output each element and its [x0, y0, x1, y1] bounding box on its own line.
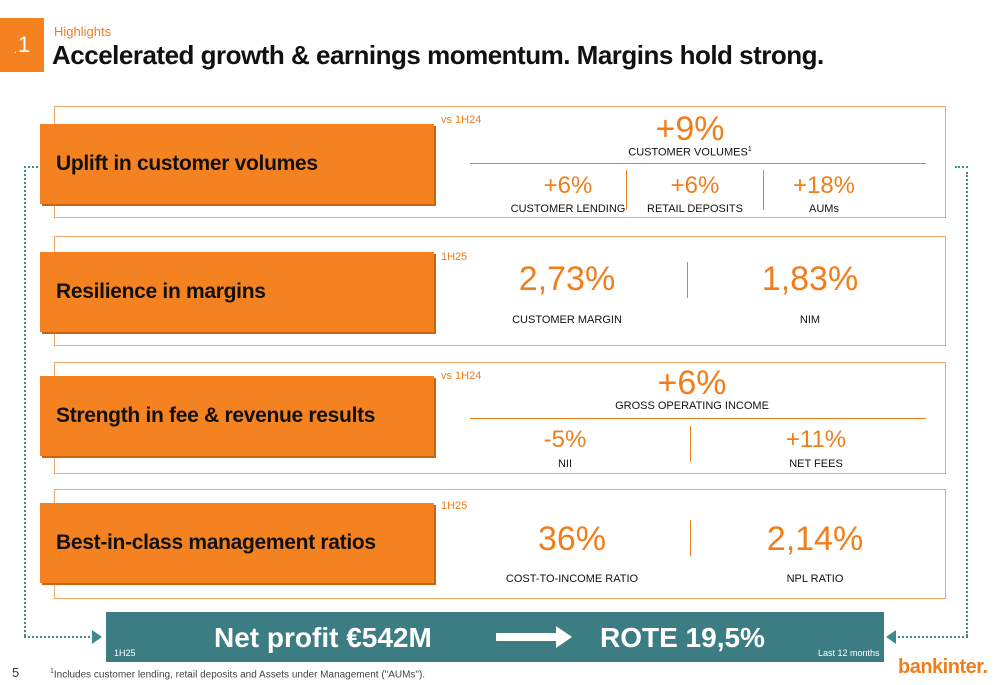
left-connector: [24, 166, 26, 636]
divider: [470, 163, 926, 164]
headline-caption: CUSTOMER VOLUMES1: [628, 146, 752, 159]
section-number: 1: [18, 32, 31, 57]
metric-caption: RETAIL DEPOSITS: [647, 203, 743, 215]
right-connector: [966, 172, 968, 636]
footnote: 1Includes customer lending, retail depos…: [50, 668, 426, 681]
divider: [690, 426, 691, 462]
metric-caption: COST-TO-INCOME RATIO: [505, 573, 639, 585]
right-arrow-icon: [886, 630, 896, 644]
row-label-margins: Resilience in margins: [40, 252, 434, 332]
row-label-customer-volumes: Uplift in customer volumes: [40, 124, 434, 204]
footnote-mark: 1: [50, 668, 54, 675]
divider: [626, 170, 627, 210]
row-period: 1H25: [441, 251, 468, 263]
metric-value: -5%: [543, 426, 587, 453]
section-badge: .1: [0, 18, 44, 72]
metric-value: 2,73%: [518, 260, 616, 298]
divider: [690, 520, 691, 556]
headline-caption: GROSS OPERATING INCOME: [615, 400, 769, 412]
metric-caption: CUSTOMER LENDING: [510, 203, 626, 215]
net-profit: Net profit €542M: [214, 622, 432, 653]
metric-value: 36%: [537, 520, 607, 558]
left-connector-horizontal: [24, 636, 94, 638]
metric-value: 2,14%: [766, 520, 864, 558]
divider: [470, 418, 926, 419]
metric-value: +18%: [792, 172, 856, 199]
metric-caption: NET FEES: [789, 458, 843, 470]
row-period: vs 1H24: [441, 370, 482, 382]
row-period: 1H25: [441, 500, 468, 512]
rote: ROTE 19,5%: [600, 622, 765, 653]
metric-caption: NPL RATIO: [786, 573, 844, 585]
page-number: 5: [12, 665, 20, 680]
arrow-right-icon: [496, 633, 558, 641]
right-connector-top-cap: [955, 166, 968, 168]
footnote-mark: 1: [747, 146, 752, 153]
arrow-right-icon-head: [556, 626, 572, 648]
summary-bar: 1H25 Net profit €542M ROTE 19,5% Last 12…: [106, 612, 884, 662]
headline-value: +6%: [657, 364, 727, 402]
divider: [763, 170, 764, 210]
metric-value: +6%: [670, 172, 720, 199]
summary-period-right: Last 12 months: [818, 648, 880, 658]
metric-value: +6%: [543, 172, 593, 199]
left-arrow-icon: [92, 630, 102, 644]
headline-value: +9%: [655, 110, 725, 148]
metric-value: +11%: [785, 426, 847, 453]
bankinter-logo: bankinter.: [898, 656, 988, 678]
metric-caption: NII: [557, 458, 573, 470]
row-label-management-ratios: Best-in-class management ratios: [40, 503, 434, 583]
metric-caption: NIM: [799, 314, 821, 326]
metric-caption: CUSTOMER MARGIN: [512, 314, 622, 326]
left-connector-top-cap: [24, 166, 38, 168]
metric-caption: AUMs: [809, 203, 839, 215]
summary-period-left: 1H25: [114, 648, 136, 658]
metric-value: 1,83%: [761, 260, 859, 298]
page-title: Accelerated growth & earnings momentum. …: [52, 40, 824, 70]
section-kicker: Highlights: [54, 24, 112, 39]
right-connector-horizontal: [898, 636, 968, 638]
divider: [687, 262, 688, 298]
row-period: vs 1H24: [441, 114, 482, 126]
row-label-fee-revenue: Strength in fee & revenue results: [40, 376, 434, 456]
